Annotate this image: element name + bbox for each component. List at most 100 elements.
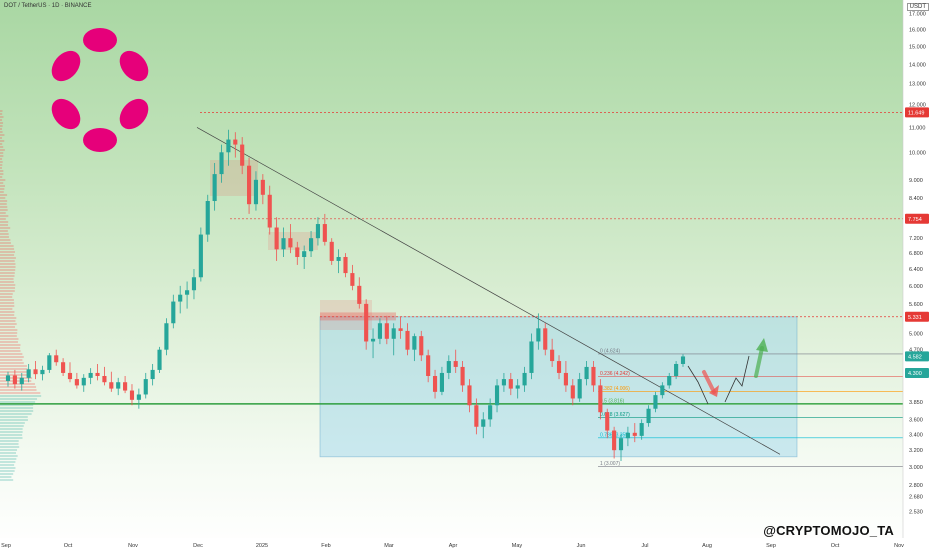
candle: [144, 373, 148, 399]
volume-bar: [0, 365, 27, 367]
x-tick-label: Feb: [321, 543, 330, 549]
candle: [350, 265, 354, 290]
candle-body: [619, 438, 623, 450]
price-badge-label: 4.300: [908, 371, 922, 377]
candle-body: [529, 341, 533, 372]
candle: [109, 372, 113, 392]
candle: [40, 366, 44, 381]
volume-bar: [0, 137, 2, 139]
volume-bar: [0, 332, 17, 334]
volume-bar: [0, 230, 8, 232]
candle: [47, 353, 51, 373]
y-tick-label: 9.000: [909, 178, 923, 184]
candle: [61, 358, 65, 376]
candle-body: [591, 367, 595, 385]
volume-bar: [0, 341, 18, 343]
volume-bar: [0, 434, 22, 436]
x-tick-label: Nov: [894, 543, 904, 549]
candle-body: [536, 328, 540, 341]
logo-dot: [114, 93, 152, 134]
volume-bar: [0, 233, 9, 235]
candle-body: [681, 356, 685, 364]
volume-bar: [0, 224, 8, 226]
y-tick-label: 2.800: [909, 483, 923, 489]
y-tick-label: 3.600: [909, 417, 923, 423]
candle-body: [330, 242, 334, 261]
volume-bar: [0, 134, 4, 136]
volume-bar: [0, 143, 2, 145]
y-tick-label: 16.000: [909, 27, 926, 33]
volume-bar: [0, 296, 12, 298]
volume-bar: [0, 449, 17, 451]
x-tick-label: 2025: [256, 543, 268, 549]
candle: [75, 373, 79, 389]
polkadot-logo: [48, 22, 152, 156]
volume-bar: [0, 155, 3, 157]
candle-body: [461, 367, 465, 385]
volume-bar: [0, 470, 15, 472]
x-tick-label: Nov: [128, 543, 138, 549]
x-tick-label: Oct: [831, 543, 840, 549]
volume-bar: [0, 236, 9, 238]
candle-body: [419, 336, 423, 355]
y-tick-label: 3.000: [909, 465, 923, 471]
candle-body: [316, 224, 320, 238]
volume-bar: [0, 170, 3, 172]
volume-bar: [0, 272, 15, 274]
volume-bar: [0, 362, 24, 364]
volume-bar: [0, 110, 3, 112]
volume-bar: [0, 452, 16, 454]
candle-body: [426, 355, 430, 376]
y-tick-label: 13.000: [909, 82, 926, 88]
volume-bar: [0, 344, 20, 346]
volume-bar: [0, 302, 14, 304]
candle-body: [13, 375, 17, 384]
volume-bar: [0, 323, 17, 325]
candle-body: [646, 409, 650, 423]
volume-bar: [0, 407, 33, 409]
candle: [192, 269, 196, 299]
volume-bar: [0, 116, 4, 118]
candle-body: [454, 361, 458, 367]
volume-bar: [0, 185, 5, 187]
volume-bar: [0, 179, 5, 181]
author-watermark: @CRYPTOMOJO_TA: [763, 523, 894, 538]
volume-bar: [0, 221, 8, 223]
volume-bar: [0, 386, 36, 388]
candle: [247, 158, 251, 214]
volume-bar: [0, 299, 14, 301]
candle-body: [674, 364, 678, 376]
candle: [89, 368, 93, 384]
candle-body: [233, 140, 237, 145]
candle-body: [433, 376, 437, 392]
y-tick-label: 2.680: [909, 495, 923, 501]
candle-body: [481, 419, 485, 426]
volume-bar: [0, 281, 14, 283]
volume-bar: [0, 149, 5, 151]
volume-bar: [0, 128, 2, 130]
volume-bar: [0, 425, 24, 427]
candle-body: [47, 355, 51, 370]
volume-bar: [0, 140, 4, 142]
x-tick-label: Aug: [702, 543, 712, 549]
candle-body: [240, 145, 244, 166]
fib-label: 1 (3.007): [600, 461, 620, 467]
candle: [33, 361, 37, 379]
x-tick-label: Sep: [1, 543, 11, 549]
volume-bar: [0, 356, 24, 358]
volume-bar: [0, 395, 41, 397]
candle-body: [516, 385, 520, 388]
x-tick-label: Apr: [449, 543, 458, 549]
candle: [330, 238, 334, 265]
candle-body: [633, 433, 637, 436]
y-tick-label: 17.000: [909, 12, 926, 18]
candle-body: [144, 379, 148, 394]
y-tick-label: 3.850: [909, 400, 923, 406]
volume-bar: [0, 317, 16, 319]
candle-body: [275, 228, 279, 250]
currency-unit[interactable]: USDT: [907, 3, 929, 11]
volume-bar: [0, 314, 14, 316]
volume-bar: [0, 401, 35, 403]
candle-body: [653, 395, 657, 409]
volume-bar: [0, 245, 14, 247]
